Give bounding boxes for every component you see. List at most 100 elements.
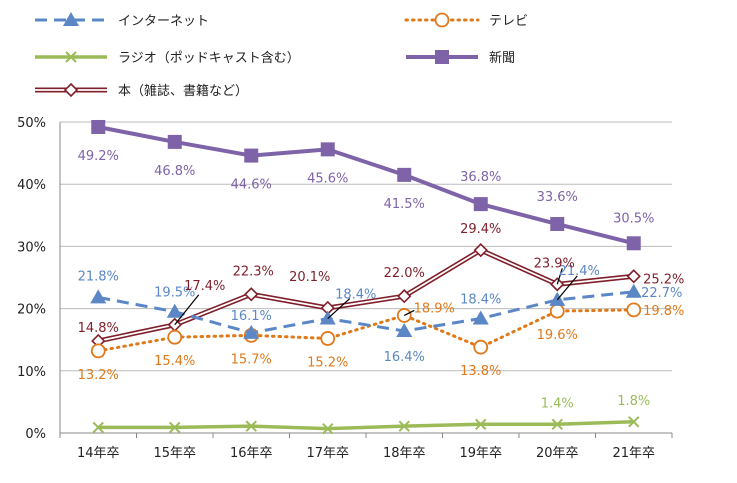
data-point-internet (319, 310, 336, 325)
legend-marker-tv (434, 12, 450, 28)
series-line-books-inner (98, 249, 634, 342)
data-label-newspaper: 46.8% (154, 164, 195, 179)
data-point-radio (169, 421, 181, 434)
legend-marker-radio (65, 51, 77, 63)
series-internet (90, 283, 642, 339)
legend-label-radio: ラジオ（ポッドキャスト含む） (118, 50, 300, 66)
legend-item-internet: インターネット (35, 12, 209, 29)
data-point-books (397, 289, 412, 304)
leader-line (403, 309, 415, 316)
data-point-tv (90, 343, 106, 359)
y-tick-label: 30% (17, 240, 46, 255)
x-tick-label: 17年卒 (306, 446, 349, 461)
data-point-newspaper (626, 236, 641, 251)
data-point-books (244, 287, 259, 302)
x-tick-label: 18年卒 (383, 446, 426, 461)
data-point-radio (322, 422, 334, 435)
data-point-internet (166, 303, 183, 318)
data-point-newspaper (244, 148, 259, 163)
data-label-books: 22.3% (233, 264, 274, 279)
x-tick-label: 16年卒 (230, 446, 273, 461)
data-label-books: 17.4% (184, 279, 225, 294)
data-label-books: 29.4% (460, 222, 501, 237)
data-label-books: 22.0% (384, 266, 425, 281)
data-label-newspaper: 33.6% (537, 190, 578, 205)
data-label-newspaper: 45.6% (307, 171, 348, 186)
y-tick-label: 40% (17, 178, 46, 193)
series-books (91, 243, 641, 349)
series-line-radio (98, 420, 634, 431)
legend-marker-internet (63, 12, 79, 26)
data-point-radio (398, 420, 410, 432)
y-tick-label: 50% (17, 116, 46, 131)
data-point-internet (90, 289, 107, 304)
data-point-radio (92, 421, 104, 434)
data-label-tv: 15.7% (231, 352, 272, 367)
data-label-tv: 19.8% (643, 304, 684, 319)
data-label-tv: 18.9% (414, 301, 455, 316)
data-label-internet: 18.4% (335, 288, 376, 303)
data-point-internet (625, 283, 642, 298)
data-point-books (473, 243, 488, 258)
data-label-tv: 13.8% (460, 364, 501, 379)
data-point-tv (473, 339, 489, 355)
data-label-newspaper: 36.8% (460, 170, 501, 185)
data-point-tv (626, 302, 642, 318)
data-label-books: 25.2% (643, 272, 684, 287)
data-label-books: 20.1% (289, 270, 330, 285)
x-tick-label: 21年卒 (612, 446, 655, 461)
data-point-newspaper (473, 197, 488, 212)
data-point-tv (320, 331, 336, 346)
data-label-radio: 1.4% (541, 396, 574, 411)
x-tick-label: 20年卒 (536, 446, 579, 461)
data-label-books: 14.8% (78, 321, 119, 336)
data-point-newspaper (320, 142, 335, 157)
data-point-internet (396, 322, 413, 337)
series-newspaper (91, 119, 641, 251)
data-label-tv: 13.2% (78, 368, 119, 383)
series-layer (90, 119, 642, 435)
data-label-tv: 15.4% (154, 354, 195, 369)
leader-line (556, 268, 563, 285)
legend-item-books: 本（雑誌、書籍など） (35, 82, 248, 99)
legend-label-tv: テレビ (489, 14, 528, 29)
legend-marker-newspaper (435, 50, 449, 64)
y-tick-label: 0% (25, 427, 46, 442)
data-label-internet: 16.1% (231, 309, 272, 324)
x-tick-label: 14年卒 (77, 446, 120, 461)
data-point-books (626, 269, 641, 284)
data-point-internet (549, 291, 566, 306)
legend-label-newspaper: 新聞 (489, 50, 515, 66)
legend-item-tv: テレビ (404, 12, 528, 29)
data-label-internet: 21.8% (78, 269, 119, 284)
series-line-newspaper (97, 125, 635, 246)
data-label-newspaper: 41.5% (384, 197, 425, 212)
legend-item-radio: ラジオ（ポッドキャスト含む） (35, 50, 300, 66)
data-point-tv (167, 329, 183, 345)
series-radio (92, 416, 640, 435)
data-label-internet: 21.4% (559, 264, 600, 279)
leader-lines (174, 268, 578, 326)
data-point-radio (551, 418, 563, 430)
x-tick-label: 15年卒 (153, 446, 196, 461)
legend-label-books: 本（雑誌、書籍など） (118, 83, 248, 99)
data-label-newspaper: 30.5% (613, 211, 654, 226)
data-point-newspaper (91, 119, 106, 134)
data-point-internet (243, 324, 260, 339)
data-point-tv (549, 303, 565, 319)
leader-line (556, 275, 578, 301)
data-label-books: 23.9% (534, 256, 575, 271)
legend-label-internet: インターネット (118, 14, 209, 29)
data-label-tv: 15.2% (307, 355, 348, 370)
data-label-internet: 19.5% (154, 286, 195, 301)
series-line-tv (96, 308, 636, 353)
data-point-newspaper (550, 217, 565, 232)
data-point-newspaper (167, 134, 182, 149)
y-tick-label: 20% (17, 303, 46, 318)
series-line-internet (97, 290, 634, 335)
data-labels: 21.8% 19.5% 16.1% 18.4% 16.4% 18.4% 21.4% 22.7%… (78, 149, 685, 411)
data-label-newspaper: 44.6% (231, 178, 272, 193)
data-label-newspaper: 49.2% (78, 149, 119, 164)
